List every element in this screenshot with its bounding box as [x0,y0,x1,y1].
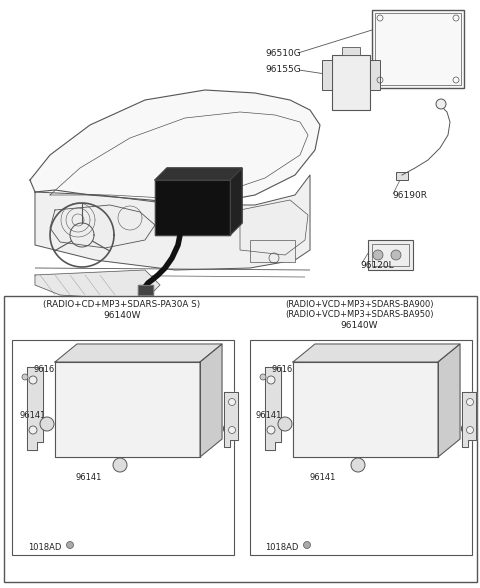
Text: (RADIO+VCD+MP3+SDARS-BA900): (RADIO+VCD+MP3+SDARS-BA900) [285,299,433,309]
Text: 96100S: 96100S [162,352,193,360]
Polygon shape [200,344,222,457]
Text: 96141: 96141 [255,410,281,419]
Bar [405,400,433,445]
Polygon shape [55,344,222,362]
Circle shape [113,458,127,472]
Text: 1018AD: 1018AD [265,543,299,553]
Bar [63,434,81,448]
Circle shape [267,376,275,384]
Text: 96510G: 96510G [265,48,301,58]
Text: 96120L: 96120L [360,260,394,269]
Bar [298,367,433,395]
Bar [375,13,461,85]
Bar [12,340,234,555]
Text: 96140W: 96140W [340,322,378,330]
Bar [63,402,143,430]
Bar [129,434,147,448]
Circle shape [467,426,473,433]
Polygon shape [293,362,438,457]
Polygon shape [230,168,242,235]
Circle shape [40,417,54,431]
Polygon shape [155,168,242,180]
Polygon shape [35,270,160,300]
Circle shape [228,426,236,433]
Circle shape [29,426,37,434]
Text: 96165: 96165 [272,366,299,375]
Text: 96190R: 96190R [392,191,427,199]
Text: 96155G: 96155G [265,65,301,75]
Text: 96166: 96166 [202,426,228,435]
Bar [368,240,413,270]
Polygon shape [30,90,320,205]
Bar [396,172,408,180]
Bar [60,367,195,395]
Circle shape [67,542,73,549]
Circle shape [278,417,292,431]
Bar [370,60,380,90]
Text: 96100S: 96100S [400,352,432,360]
Polygon shape [438,344,460,457]
Circle shape [351,458,365,472]
Circle shape [391,250,401,260]
Circle shape [267,426,275,434]
Circle shape [303,542,311,549]
Text: (RADIO+VCD+MP3+SDARS-BA950): (RADIO+VCD+MP3+SDARS-BA950) [285,309,433,319]
Polygon shape [224,392,238,447]
Bar [151,434,169,448]
Text: 96141: 96141 [19,410,46,419]
Bar [173,434,191,448]
Polygon shape [293,344,460,362]
Bar [372,10,464,88]
Polygon shape [240,200,308,255]
Circle shape [373,250,383,260]
Text: 96141: 96141 [75,473,101,483]
Polygon shape [138,285,153,295]
Bar [322,60,332,90]
Text: 1018AD: 1018AD [28,543,61,553]
Circle shape [228,399,236,406]
Bar [107,434,125,448]
Circle shape [260,374,266,380]
Bar [301,400,401,445]
Text: (RADIO+CD+MP3+SDARS-PA30A S): (RADIO+CD+MP3+SDARS-PA30A S) [43,299,201,309]
Polygon shape [50,205,155,248]
Bar [85,434,103,448]
Circle shape [29,376,37,384]
Circle shape [467,399,473,406]
Polygon shape [27,367,43,450]
Polygon shape [462,392,476,447]
Text: 96166: 96166 [440,426,467,435]
Polygon shape [265,367,281,450]
Circle shape [22,374,28,380]
Bar [332,55,370,110]
Text: 96140W: 96140W [103,312,141,320]
Bar [372,244,409,266]
Polygon shape [55,362,200,457]
Polygon shape [155,180,230,235]
Bar [4,296,477,582]
Bar [150,402,195,430]
Polygon shape [35,175,310,270]
Text: 96141: 96141 [310,473,336,483]
Text: 96165: 96165 [34,366,60,375]
Bar [342,47,360,55]
Circle shape [436,99,446,109]
Bar [250,340,472,555]
Bar [250,240,295,262]
